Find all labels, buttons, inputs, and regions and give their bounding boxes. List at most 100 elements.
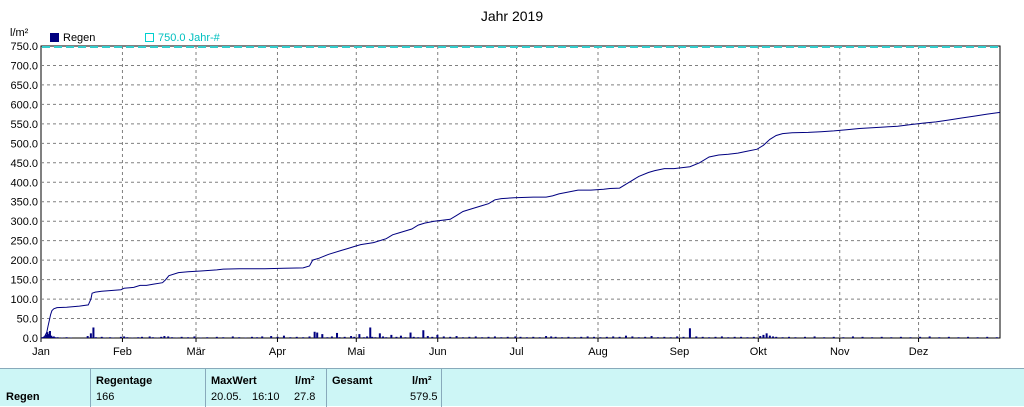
rain-bar	[977, 337, 979, 338]
rain-bar	[663, 337, 665, 338]
rain-bar	[967, 337, 969, 338]
rain-bar	[385, 337, 387, 338]
rain-bar	[909, 337, 911, 338]
rain-bar	[606, 337, 608, 338]
plot-area	[41, 46, 1000, 338]
rain-bar	[938, 337, 940, 338]
x-tick-label: Nov	[830, 346, 850, 358]
rain-bar	[436, 335, 438, 338]
rain-bar	[514, 336, 516, 338]
rain-bar	[456, 336, 458, 338]
rain-bar	[520, 337, 522, 338]
rain-bar	[695, 336, 697, 338]
rain-bar	[443, 336, 445, 338]
rain-bar	[289, 337, 291, 338]
rain-bar	[555, 337, 557, 338]
maxwert-value: 27.8	[294, 391, 315, 403]
rain-bar	[900, 337, 902, 338]
rain-bar	[814, 336, 816, 338]
rain-bar	[123, 336, 125, 338]
rain-bar	[277, 337, 279, 338]
rain-bar	[238, 337, 240, 338]
rain-bar	[109, 337, 111, 338]
rain-bar	[222, 337, 224, 338]
rain-bar	[256, 337, 258, 338]
rain-bar	[283, 336, 285, 338]
rain-bar	[657, 337, 659, 338]
rain-bar	[890, 337, 892, 338]
rain-bar	[762, 335, 764, 338]
plot-border	[41, 46, 1000, 338]
rain-bar	[852, 336, 854, 338]
rain-bar	[462, 337, 464, 338]
rain-bar	[714, 337, 716, 338]
rain-bar	[149, 336, 151, 338]
rain-bar	[550, 336, 552, 338]
y-tick-label: 300.0	[10, 216, 38, 228]
x-tick-label: Mai	[347, 346, 365, 358]
rain-bar	[400, 336, 402, 338]
rain-bar	[539, 337, 541, 338]
rain-bar	[702, 337, 704, 338]
rain-bar	[371, 337, 373, 338]
summary-row-label: Regen	[6, 391, 40, 403]
rain-bar	[87, 336, 89, 338]
rain-bar	[296, 337, 298, 338]
rain-bar	[532, 337, 534, 338]
regentage-header: Regentage	[96, 375, 152, 387]
y-tick-label: 650.0	[10, 80, 38, 92]
rain-bar	[631, 336, 633, 338]
rain-bar	[823, 337, 825, 338]
rain-bar	[141, 337, 143, 338]
rain-bar	[66, 337, 68, 338]
rain-bar	[137, 337, 139, 338]
legend-regen-label: Regen	[63, 32, 95, 44]
rain-bar	[689, 328, 691, 338]
rain-bar	[363, 337, 365, 338]
rain-bar	[567, 337, 569, 338]
rain-bar	[431, 337, 433, 338]
rain-bar	[374, 337, 376, 338]
rain-bar	[413, 337, 415, 338]
rain-bar	[475, 336, 477, 338]
maxwert-header: MaxWert	[211, 375, 257, 387]
rain-bar	[366, 336, 368, 338]
gesamt-header: Gesamt	[332, 375, 372, 387]
rain-bar	[369, 327, 371, 338]
legend-reference-swatch	[146, 34, 154, 42]
rain-bar	[948, 337, 950, 338]
y-tick-label: 700.0	[10, 60, 38, 72]
rain-bar	[468, 337, 470, 338]
rain-bar	[919, 337, 921, 338]
y-tick-label: 550.0	[10, 119, 38, 131]
rain-bar	[321, 334, 323, 338]
rain-bar	[759, 336, 761, 338]
rain-bar	[644, 337, 646, 338]
rain-bar	[727, 337, 729, 338]
rain-bar	[494, 336, 496, 338]
rain-bar	[160, 337, 162, 338]
y-tick-label: 0.0	[23, 333, 38, 345]
y-tick-label: 50.0	[17, 314, 38, 326]
rain-bar	[152, 337, 154, 338]
y-tick-label: 350.0	[10, 197, 38, 209]
rain-bar	[251, 337, 253, 338]
rain-bar	[353, 337, 355, 338]
rain-bar	[261, 336, 263, 338]
rain-bar	[171, 337, 173, 338]
rain-bar	[775, 337, 777, 338]
rain-bar	[316, 333, 318, 338]
rain-bar	[708, 337, 710, 338]
rain-bar	[753, 337, 755, 338]
rain-bar	[561, 337, 563, 338]
y-tick-labels: 0.050.0100.0150.0200.0250.0300.0350.0400…	[10, 41, 38, 345]
rain-bar	[350, 336, 352, 338]
rain-bar	[270, 336, 272, 338]
rain-bar	[772, 336, 774, 338]
chart-title: Jahr 2019	[481, 8, 543, 24]
y-tick-label: 150.0	[10, 275, 38, 287]
maxwert-unit: l/m²	[295, 375, 315, 387]
y-tick-label: 400.0	[10, 177, 38, 189]
rain-chart: Jahr 2019 l/m² Regen 750.0 Jahr-# 0.050.…	[0, 0, 1024, 368]
rain-bar	[651, 336, 653, 338]
